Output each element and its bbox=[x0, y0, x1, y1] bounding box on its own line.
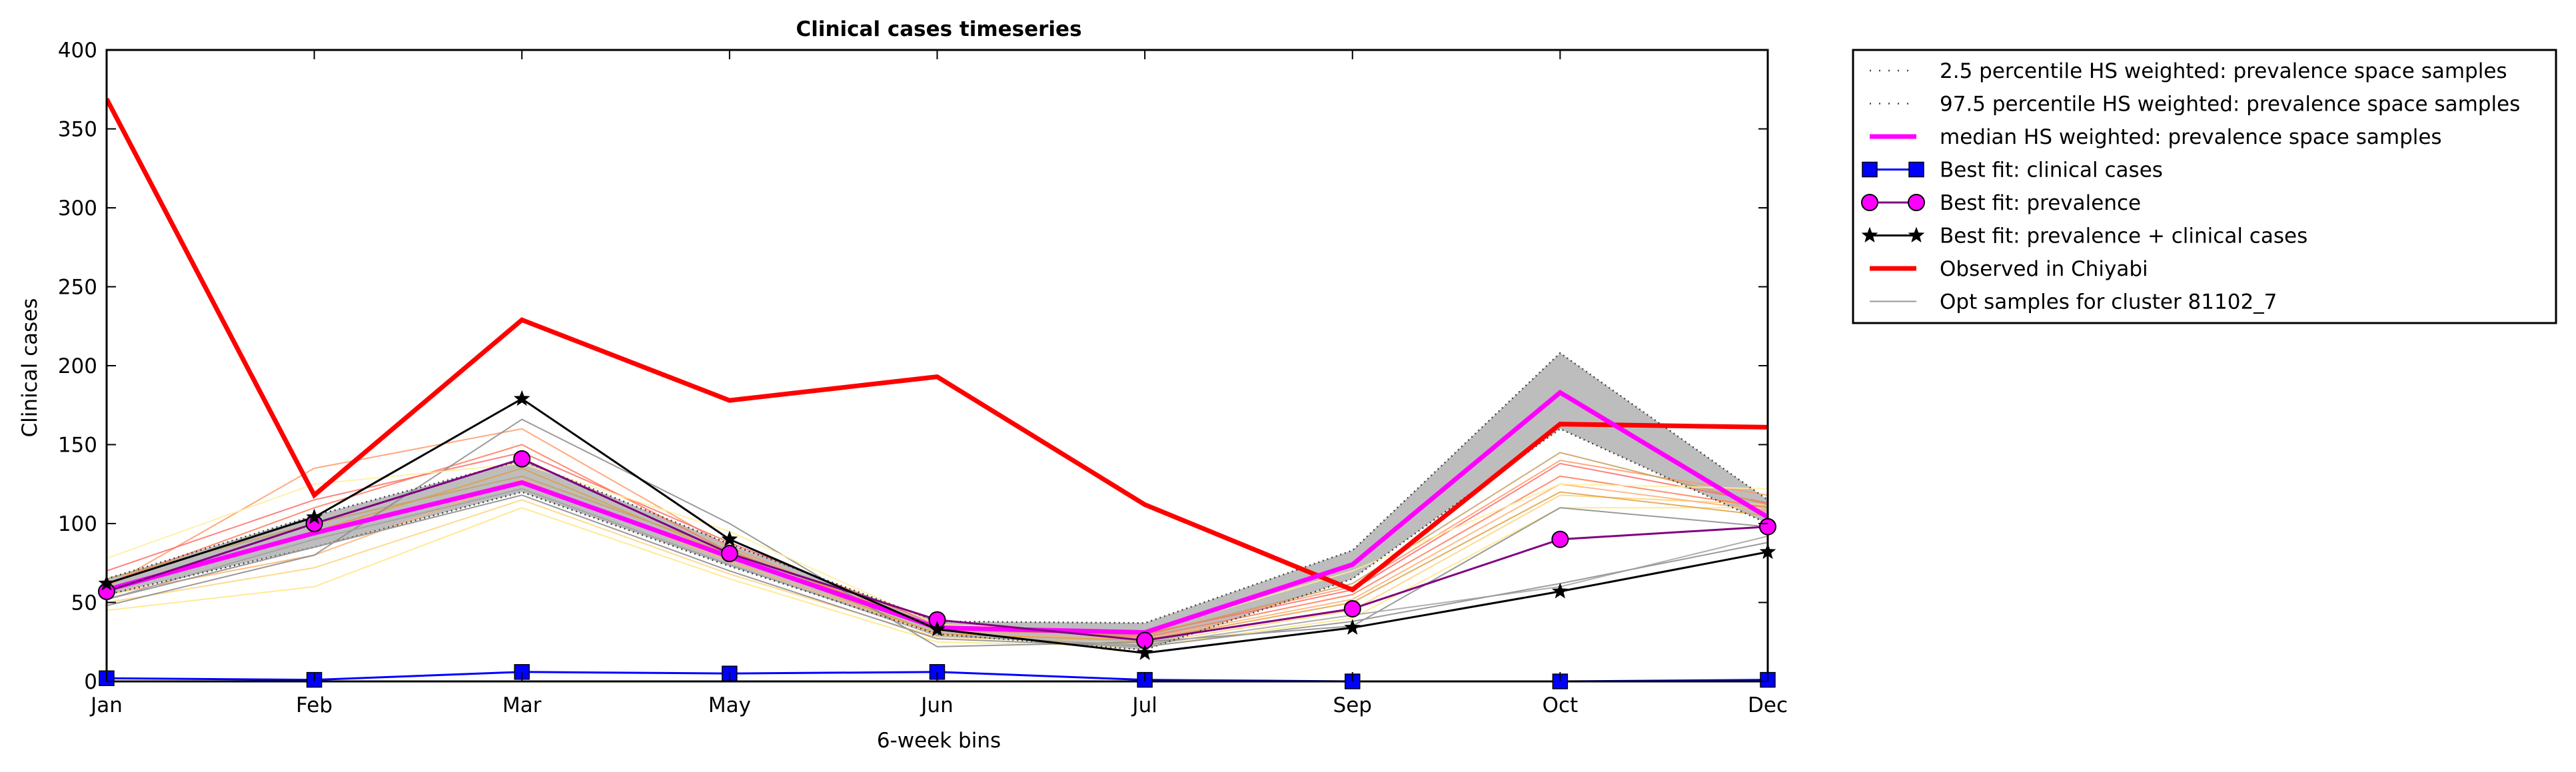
legend-marker bbox=[1908, 161, 1924, 178]
best-fit-prev-clinical-point bbox=[721, 530, 738, 547]
best-fit-prevalence-point bbox=[720, 545, 738, 563]
sample-line-9 bbox=[107, 418, 1768, 647]
x-tick-label: Oct bbox=[1543, 693, 1579, 717]
plot-frame bbox=[105, 49, 1769, 683]
x-tick-label: Feb bbox=[296, 693, 332, 717]
y-axis-title: Clinical cases bbox=[18, 298, 42, 437]
best-fit-prev-clinical-point bbox=[513, 390, 530, 406]
best-fit-prev-clinical-point bbox=[1759, 543, 1776, 560]
best-fit-prev-clinical-point bbox=[306, 508, 322, 524]
legend-marker bbox=[1908, 194, 1925, 211]
x-tick-label: Jan bbox=[89, 693, 123, 717]
legend-marker bbox=[1862, 161, 1878, 178]
legend-marker bbox=[1861, 194, 1878, 211]
legend-marker bbox=[1908, 226, 1925, 242]
y-tick-label: 400 bbox=[58, 39, 97, 63]
legend-label: 97.5 percentile HS weighted: prevalence … bbox=[1940, 93, 2520, 117]
y-tick-label: 350 bbox=[58, 118, 97, 142]
y-tick-label: 200 bbox=[58, 354, 97, 378]
series-line-opt-samples bbox=[107, 494, 1768, 647]
x-tick-label: Jun bbox=[920, 693, 953, 717]
plot-area bbox=[107, 97, 1768, 681]
chart-title: Clinical cases timeseries bbox=[796, 17, 1081, 41]
x-tick-label: Mar bbox=[502, 693, 542, 717]
x-tick-label: May bbox=[708, 693, 751, 717]
y-tick-label: 250 bbox=[58, 276, 97, 300]
y-tick-label: 300 bbox=[58, 196, 97, 220]
sample-line-1 bbox=[107, 507, 1768, 647]
sample-line-2 bbox=[107, 494, 1768, 645]
x-tick-label: Jul bbox=[1131, 693, 1157, 717]
series-line-observed bbox=[107, 97, 1768, 593]
best-fit-prev-clinical-point bbox=[1136, 644, 1153, 660]
x-axis-title: 6-week bins bbox=[877, 729, 1001, 753]
legend-box bbox=[1852, 49, 2557, 324]
y-tick-label: 150 bbox=[58, 434, 97, 458]
y-tick-label: 50 bbox=[71, 591, 97, 615]
y-tick-label: 100 bbox=[58, 512, 97, 536]
x-tick-label: Sep bbox=[1333, 693, 1372, 717]
x-tick-label: Dec bbox=[1748, 693, 1788, 717]
best-fit-prevalence-point bbox=[1551, 530, 1569, 548]
legend: 2.5 percentile HS weighted: prevalence s… bbox=[1852, 49, 2557, 324]
best-fit-prev-clinical-point bbox=[929, 620, 946, 637]
legend-label: median HS weighted: prevalence space sam… bbox=[1940, 125, 2442, 149]
legend-label: Best fit: prevalence + clinical cases bbox=[1940, 224, 2307, 248]
legend-label: Best fit: prevalence bbox=[1940, 191, 2141, 215]
legend-label: 2.5 percentile HS weighted: prevalence s… bbox=[1940, 59, 2507, 83]
legend-label: Best fit: clinical cases bbox=[1940, 159, 2163, 183]
best-fit-prev-clinical-point bbox=[1552, 582, 1569, 599]
legend-label: Opt samples for cluster 81102_7 bbox=[1940, 290, 2277, 314]
best-fit-prevalence-point bbox=[1759, 518, 1776, 536]
axes: Jan Feb Mar May Jun Jul Sep Oct Dec 0 50 100 150 200 2… bbox=[58, 39, 1788, 717]
percentile-band bbox=[107, 353, 1768, 650]
legend-label: Observed in Chiyabi bbox=[1940, 257, 2148, 281]
best-fit-prev-clinical-point bbox=[1344, 619, 1361, 635]
legend-marker bbox=[1861, 226, 1878, 242]
best-fit-prevalence-point bbox=[513, 450, 531, 468]
best-fit-prev-clinical-point bbox=[98, 575, 115, 591]
y-tick-label: 0 bbox=[84, 670, 97, 694]
sample-line-5 bbox=[107, 444, 1768, 638]
best-fit-prevalence-point bbox=[1343, 599, 1361, 617]
